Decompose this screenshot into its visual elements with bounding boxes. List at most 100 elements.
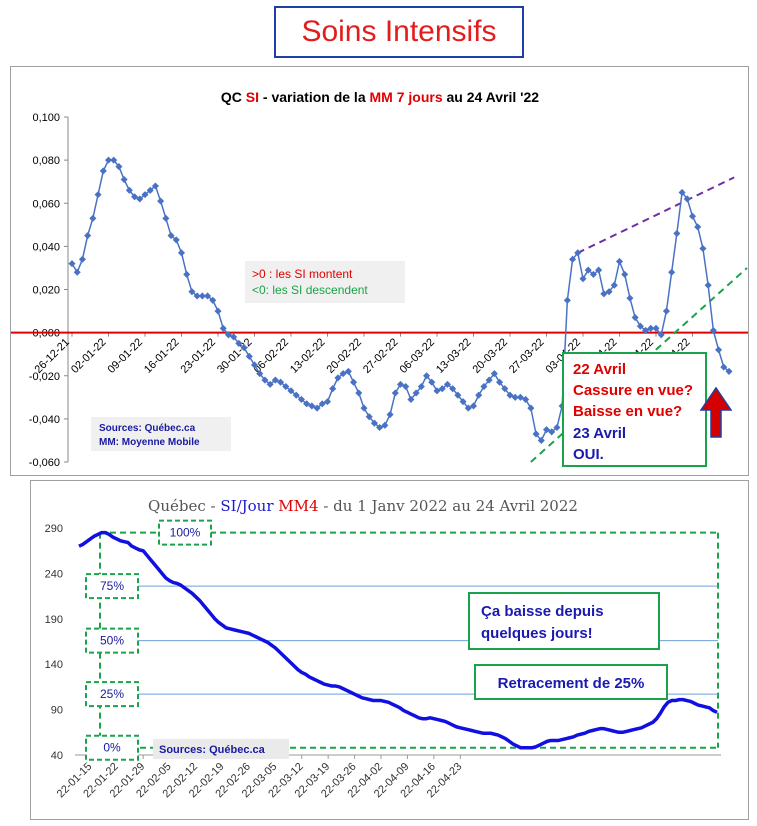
- chart1-point: [459, 398, 467, 406]
- chart1-point: [73, 268, 81, 276]
- chart1-x-tick-label: 09-01-22: [105, 336, 145, 376]
- chart1-point: [595, 266, 603, 274]
- chart1-legend-box: [245, 261, 405, 303]
- chart1-point: [146, 186, 154, 194]
- chart1-point: [720, 363, 728, 371]
- chart1-point: [694, 223, 702, 231]
- chart2-title: Québec - SI/Jour MM4 - du 1 Janv 2022 au…: [148, 497, 578, 515]
- chart1-x-tick-label: 23-01-22: [178, 336, 218, 376]
- chart1-point: [678, 188, 686, 197]
- chart1-y-tick-label: 0,060: [32, 198, 60, 210]
- chart1-point: [485, 376, 493, 384]
- chart1-point: [381, 421, 389, 429]
- chart1-sources-box: [91, 417, 231, 451]
- chart1-point: [574, 249, 582, 257]
- chart2-svg: Québec - SI/Jour MM4 - du 1 Janv 2022 au…: [45, 497, 721, 800]
- chart1-point: [715, 346, 723, 354]
- chart1-x-tick-label: 13-03-22: [434, 336, 474, 376]
- chart1-point: [297, 395, 305, 404]
- chart1-x-tick-label: 02-01-22: [69, 336, 109, 376]
- chart2-y-tick-label: 240: [45, 568, 63, 580]
- chart1-point: [266, 380, 274, 388]
- chart1-title-part1: QC: [221, 89, 246, 105]
- chart1-point: [271, 376, 279, 384]
- chart1-y-tick-label: 0,040: [32, 241, 60, 253]
- chart1-point: [407, 395, 415, 404]
- chart1-point: [157, 197, 165, 205]
- chart1-x-tick-label: 27-03-22: [507, 336, 547, 376]
- chart1-point: [303, 400, 311, 408]
- chart2-y-tick-label: 290: [45, 523, 63, 535]
- chart1-point: [548, 428, 556, 436]
- chart2-level-box: [85, 627, 139, 654]
- chart1-point: [193, 292, 201, 300]
- chart1-point: [183, 270, 191, 278]
- chart1-point: [480, 382, 488, 391]
- chart1-point: [662, 307, 670, 315]
- chart1-y-axis: 0,1000,0800,0600,0400,0200,000-0,020-0,0…: [29, 112, 69, 469]
- page-banner: Soins Intensifs: [274, 6, 524, 58]
- chart1-x-tick-label: 20-02-22: [324, 336, 364, 376]
- chart2-level-label: 75%: [100, 579, 124, 593]
- chart2-box-retracement-text: Retracement de 25%: [498, 675, 645, 692]
- chart1-point: [261, 376, 269, 384]
- chart2-y-tick-label: 90: [51, 705, 63, 717]
- chart1-point: [626, 294, 634, 302]
- chart1-point: [224, 331, 232, 339]
- chart1-point: [688, 212, 697, 220]
- chart2-title-part5: - du 1 Janv 2022 au 24 Avril 2022: [319, 497, 578, 515]
- down-arrow-icon: [699, 386, 733, 438]
- chart1-callout-line2: Cassure en vue?: [573, 382, 693, 399]
- chart1-point: [256, 370, 264, 378]
- chart1-point: [683, 195, 691, 203]
- chart1-title: QC SI - variation de la MM 7 jours au 24…: [221, 89, 539, 105]
- chart1-point: [636, 322, 644, 330]
- chart1-point: [522, 395, 530, 404]
- chart2-sources: Sources: Québec.ca: [159, 744, 266, 756]
- chart1-point: [631, 313, 639, 322]
- chart1-callout-line4: 23 Avril: [573, 425, 626, 442]
- chart1-point: [120, 175, 128, 184]
- chart2-series: [78, 530, 718, 750]
- chart1-point: [527, 404, 535, 412]
- chart1-point: [652, 324, 660, 332]
- chart1-point: [344, 367, 352, 375]
- chart2-x-axis: 22-01-1522-01-2222-01-2922-02-0522-02-12…: [55, 754, 721, 800]
- chart2-level-box: [158, 519, 212, 546]
- chart1-point: [167, 232, 175, 240]
- chart1-title-part4: MM 7 jours: [370, 89, 443, 105]
- chart1-point: [318, 400, 326, 408]
- chart1-point: [496, 378, 504, 386]
- chart2-y-tick-label: 140: [45, 659, 63, 671]
- chart2-retracement-levels: 100% 75% 50% 25% 0%: [85, 519, 719, 761]
- chart2-y-tick-label: 190: [45, 614, 63, 626]
- chart1-point: [438, 385, 446, 393]
- chart1-x-tick-label: 16-01-22: [142, 336, 182, 376]
- chart2-box-retracement: [474, 664, 668, 700]
- chart1-point: [553, 423, 561, 432]
- chart1-y-tick-label: 0,080: [32, 155, 60, 167]
- chart1-point: [240, 344, 248, 352]
- chart1-point: [563, 296, 571, 304]
- chart1-point: [360, 404, 368, 412]
- chart1-point: [308, 402, 316, 410]
- chart1-point: [475, 391, 483, 399]
- chart1-y-tick-label: 0,100: [32, 112, 60, 124]
- chart1-point: [209, 296, 217, 304]
- chart1-resistance-trendline: [577, 176, 735, 254]
- chart1-point: [537, 436, 545, 444]
- chart1-y-tick-label: -0,040: [29, 414, 60, 426]
- chart1-title-part2: SI: [246, 89, 259, 105]
- chart1-point: [542, 426, 551, 434]
- chart1-callout-line5: OUI.: [573, 446, 604, 463]
- chart2-level-label: 100%: [170, 526, 201, 540]
- chart1-point: [725, 367, 733, 375]
- chart1-point: [329, 385, 337, 393]
- chart1-point: [68, 260, 76, 268]
- chart1-point: [386, 411, 394, 419]
- chart2-series-line: [78, 530, 718, 750]
- chart1-point: [449, 385, 457, 393]
- chart1-point: [104, 156, 113, 164]
- chart1-point: [339, 370, 347, 378]
- chart1-point: [610, 281, 618, 289]
